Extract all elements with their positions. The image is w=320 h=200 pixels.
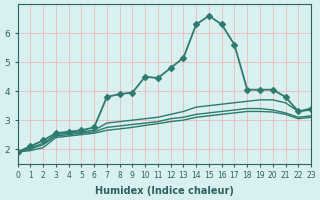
X-axis label: Humidex (Indice chaleur): Humidex (Indice chaleur) xyxy=(95,186,234,196)
